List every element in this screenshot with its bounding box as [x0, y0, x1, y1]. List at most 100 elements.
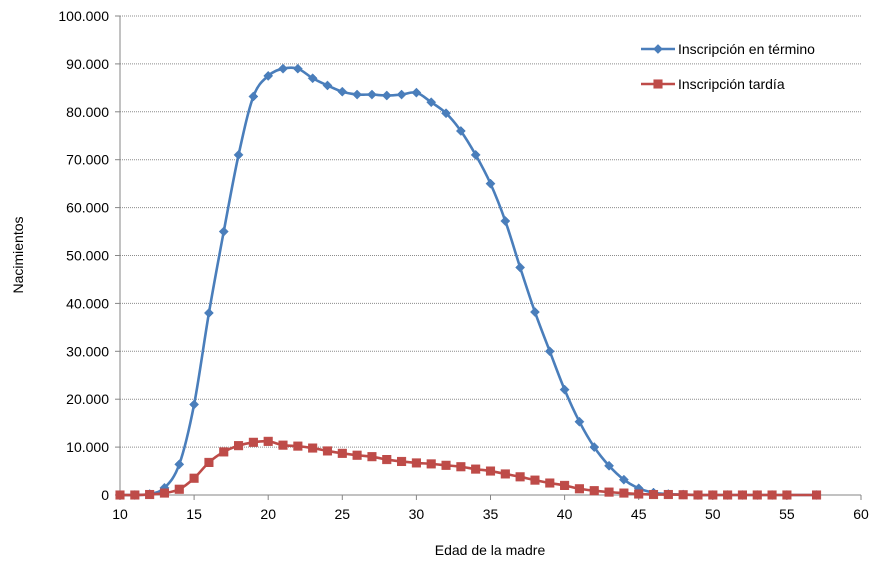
data-point	[589, 486, 599, 496]
x-tick-label: 25	[335, 506, 351, 522]
y-tick-label: 20.000	[66, 391, 109, 407]
data-point	[159, 488, 170, 498]
data-point	[352, 450, 362, 460]
data-point	[515, 472, 525, 482]
x-tick-label: 45	[631, 506, 647, 522]
data-point	[485, 178, 496, 189]
data-point	[663, 489, 673, 500]
data-point	[470, 149, 481, 160]
y-tick-label: 50.000	[66, 248, 109, 264]
data-point	[411, 87, 422, 98]
data-point	[219, 447, 229, 457]
data-point	[263, 436, 273, 446]
y-tick-label: 60.000	[66, 200, 109, 216]
data-point	[426, 459, 436, 469]
legend-entry-2: Inscripción tardía	[641, 76, 785, 92]
data-point	[723, 490, 733, 500]
data-point	[130, 490, 140, 500]
legend-label: Inscripción tardía	[678, 76, 785, 92]
data-point	[411, 458, 421, 468]
data-point	[811, 490, 822, 500]
data-point	[500, 469, 510, 479]
data-point	[767, 490, 777, 500]
data-point	[234, 441, 244, 451]
data-point	[292, 63, 303, 74]
legend-label: Inscripción en término	[678, 41, 815, 57]
series-2	[115, 436, 822, 500]
legend-marker	[653, 44, 663, 54]
x-tick-label: 50	[705, 506, 721, 522]
data-point	[545, 478, 555, 488]
data-point	[455, 126, 466, 136]
data-point	[396, 89, 407, 100]
data-point	[233, 149, 244, 160]
y-axis-title: Nacimientos	[10, 216, 26, 293]
data-point	[218, 226, 229, 237]
data-point	[678, 490, 688, 500]
data-point	[189, 473, 199, 483]
y-tick-label: 90.000	[66, 56, 109, 72]
data-point	[604, 487, 614, 497]
data-point	[693, 490, 703, 500]
data-point	[782, 490, 792, 500]
data-point	[248, 437, 258, 447]
gridlines	[120, 15, 861, 448]
data-point	[278, 63, 288, 74]
y-tick-label: 0	[101, 487, 109, 503]
series-group	[115, 63, 822, 500]
y-tick-label: 30.000	[66, 343, 109, 359]
data-point	[367, 452, 377, 462]
data-point	[618, 474, 629, 485]
data-point	[544, 346, 555, 357]
data-point	[203, 308, 214, 318]
data-point	[337, 86, 348, 97]
x-tick-label: 30	[409, 506, 425, 522]
data-point	[322, 80, 333, 91]
data-point	[263, 70, 274, 81]
data-point	[278, 440, 288, 450]
data-point	[648, 489, 659, 500]
data-point	[397, 456, 407, 467]
axes: 0 10.000 20.000 30.000 40.000 50.000 60.000 70.…	[58, 8, 869, 522]
y-tick-label: 40.000	[66, 295, 109, 311]
y-tick-label: 10.000	[66, 439, 109, 455]
data-point	[485, 466, 496, 476]
x-axis-title: Edad de la madre	[435, 542, 546, 558]
x-tick-label: 20	[260, 506, 276, 522]
data-point	[574, 484, 584, 494]
x-tick-label: 15	[186, 506, 202, 522]
data-point	[145, 489, 155, 500]
data-point	[574, 416, 585, 427]
data-point	[337, 448, 347, 458]
y-tick-label: 80.000	[66, 104, 109, 120]
legend-entry-1: Inscripción en término	[641, 41, 815, 57]
data-point	[752, 490, 762, 500]
data-point	[308, 443, 318, 453]
data-point	[708, 490, 718, 500]
data-point	[382, 455, 392, 465]
data-point	[619, 488, 629, 498]
data-point	[174, 459, 185, 470]
x-tick-label: 10	[112, 506, 128, 522]
data-point	[530, 475, 540, 485]
x-tick-label: 60	[853, 506, 869, 522]
data-point	[441, 108, 451, 119]
legend: Inscripción en término Inscripción tardía	[641, 41, 815, 92]
data-point	[456, 462, 466, 472]
x-tick-label: 55	[779, 506, 795, 522]
data-point	[634, 489, 644, 499]
data-point	[248, 91, 259, 102]
x-tick-label: 35	[483, 506, 499, 522]
data-point	[366, 89, 377, 100]
data-point	[559, 384, 570, 395]
data-point	[560, 480, 570, 490]
data-point	[426, 97, 437, 108]
data-point	[530, 307, 540, 317]
data-point	[322, 446, 333, 456]
data-point	[189, 399, 200, 410]
y-tick-label: 100.000	[58, 8, 109, 24]
data-point	[515, 262, 526, 273]
data-point	[589, 442, 600, 453]
